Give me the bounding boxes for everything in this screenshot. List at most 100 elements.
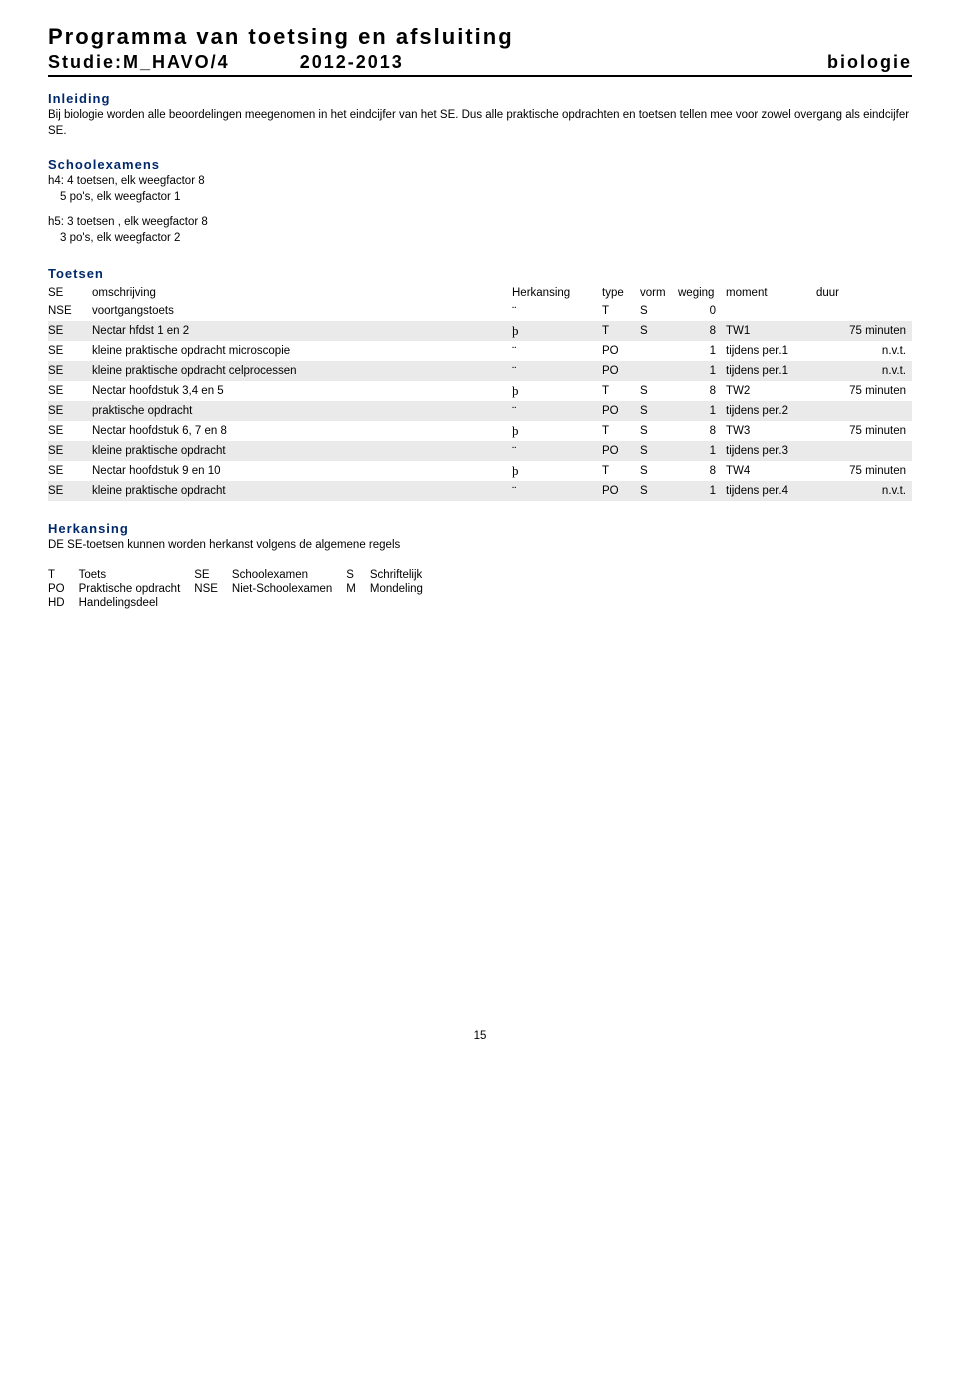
cell-se: SE bbox=[48, 461, 92, 481]
legend-cell: NSE bbox=[194, 582, 232, 596]
col-header-herk: Herkansing bbox=[512, 285, 602, 301]
col-header-weging: weging bbox=[678, 285, 726, 301]
table-row: SEpraktische opdracht¨POS1tijdens per.2 bbox=[48, 401, 912, 421]
page-number: 15 bbox=[48, 1030, 912, 1042]
cell-vorm: S bbox=[640, 481, 678, 501]
subtitle-row: Studie:M_HAVO/4 2012-2013 biologie bbox=[48, 52, 912, 77]
legend-table: TToetsSESchoolexamenSSchriftelijkPOPrakt… bbox=[48, 568, 437, 610]
cell-vorm: S bbox=[640, 461, 678, 481]
toetsen-table: SE omschrijving Herkansing type vorm weg… bbox=[48, 285, 912, 501]
cell-herk: ¨ bbox=[512, 341, 602, 361]
cell-vorm bbox=[640, 341, 678, 361]
cell-type: T bbox=[602, 301, 640, 321]
cell-desc: kleine praktische opdracht bbox=[92, 441, 512, 461]
legend-cell bbox=[232, 596, 346, 610]
cell-desc: Nectar hoofdstuk 3,4 en 5 bbox=[92, 381, 512, 401]
cell-duur: n.v.t. bbox=[816, 361, 912, 381]
table-row: SENectar hoofdstuk 6, 7 en 8þTS8TW375 mi… bbox=[48, 421, 912, 441]
cell-type: PO bbox=[602, 441, 640, 461]
legend-cell: Niet-Schoolexamen bbox=[232, 582, 346, 596]
toetsen-heading: Toetsen bbox=[48, 266, 912, 281]
cell-desc: praktische opdracht bbox=[92, 401, 512, 421]
cell-duur: 75 minuten bbox=[816, 461, 912, 481]
legend-cell: M bbox=[346, 582, 370, 596]
cell-moment: tijdens per.1 bbox=[726, 341, 816, 361]
cell-weging: 8 bbox=[678, 321, 726, 341]
legend-cell: T bbox=[48, 568, 79, 582]
cell-herk: ¨ bbox=[512, 481, 602, 501]
herkansing-heading: Herkansing bbox=[48, 521, 912, 536]
cell-moment: tijdens per.3 bbox=[726, 441, 816, 461]
col-header-vorm: vorm bbox=[640, 285, 678, 301]
schoolexamens-heading: Schoolexamens bbox=[48, 157, 912, 172]
cell-duur: n.v.t. bbox=[816, 481, 912, 501]
cell-moment bbox=[726, 301, 816, 321]
cell-desc: voortgangstoets bbox=[92, 301, 512, 321]
cell-duur bbox=[816, 401, 912, 421]
table-row: SENectar hoofdstuk 9 en 10þTS8TW475 minu… bbox=[48, 461, 912, 481]
cell-desc: kleine praktische opdracht bbox=[92, 481, 512, 501]
table-row: SEkleine praktische opdracht microscopie… bbox=[48, 341, 912, 361]
col-header-omschr: omschrijving bbox=[92, 285, 512, 301]
cell-se: SE bbox=[48, 321, 92, 341]
inleiding-heading: Inleiding bbox=[48, 91, 912, 106]
toetsen-header-row: SE omschrijving Herkansing type vorm weg… bbox=[48, 285, 912, 301]
legend-cell bbox=[370, 596, 437, 610]
cell-vorm: S bbox=[640, 421, 678, 441]
cell-se: NSE bbox=[48, 301, 92, 321]
cell-herk: þ bbox=[512, 421, 602, 441]
legend-row: TToetsSESchoolexamenSSchriftelijk bbox=[48, 568, 437, 582]
legend-cell: HD bbox=[48, 596, 79, 610]
legend-cell: Toets bbox=[79, 568, 195, 582]
legend-row: POPraktische opdrachtNSENiet-Schoolexame… bbox=[48, 582, 437, 596]
legend-cell bbox=[194, 596, 232, 610]
cell-duur bbox=[816, 301, 912, 321]
cell-herk: ¨ bbox=[512, 361, 602, 381]
year-label: 2012-2013 bbox=[300, 52, 404, 73]
cell-se: SE bbox=[48, 341, 92, 361]
cell-desc: kleine praktische opdracht celprocessen bbox=[92, 361, 512, 381]
col-header-duur: duur bbox=[816, 285, 912, 301]
main-title: Programma van toetsing en afsluiting bbox=[48, 24, 912, 50]
cell-vorm: S bbox=[640, 321, 678, 341]
schoolexamens-lines: h4: 4 toetsen, elk weegfactor 85 po's, e… bbox=[48, 174, 912, 246]
cell-moment: TW1 bbox=[726, 321, 816, 341]
col-header-type: type bbox=[602, 285, 640, 301]
legend-cell: Mondeling bbox=[370, 582, 437, 596]
cell-vorm bbox=[640, 361, 678, 381]
cell-moment: tijdens per.4 bbox=[726, 481, 816, 501]
legend-cell: Praktische opdracht bbox=[79, 582, 195, 596]
cell-se: SE bbox=[48, 361, 92, 381]
legend-cell: Handelingsdeel bbox=[79, 596, 195, 610]
cell-vorm: S bbox=[640, 441, 678, 461]
table-row: NSEvoortgangstoets¨TS0 bbox=[48, 301, 912, 321]
cell-weging: 8 bbox=[678, 381, 726, 401]
table-row: SEkleine praktische opdracht¨POS1tijdens… bbox=[48, 441, 912, 461]
cell-duur: 75 minuten bbox=[816, 421, 912, 441]
cell-weging: 1 bbox=[678, 481, 726, 501]
cell-duur: 75 minuten bbox=[816, 321, 912, 341]
cell-duur: n.v.t. bbox=[816, 341, 912, 361]
page: Programma van toetsing en afsluiting Stu… bbox=[0, 0, 960, 1090]
schoolexamens-line: 5 po's, elk weegfactor 1 bbox=[60, 190, 912, 206]
col-header-moment: moment bbox=[726, 285, 816, 301]
cell-type: T bbox=[602, 381, 640, 401]
cell-desc: Nectar hfdst 1 en 2 bbox=[92, 321, 512, 341]
cell-desc: Nectar hoofdstuk 9 en 10 bbox=[92, 461, 512, 481]
cell-se: SE bbox=[48, 421, 92, 441]
cell-herk: þ bbox=[512, 381, 602, 401]
schoolexamens-line: 3 po's, elk weegfactor 2 bbox=[60, 231, 912, 247]
col-header-se: SE bbox=[48, 285, 92, 301]
cell-duur: 75 minuten bbox=[816, 381, 912, 401]
cell-herk: þ bbox=[512, 321, 602, 341]
cell-desc: Nectar hoofdstuk 6, 7 en 8 bbox=[92, 421, 512, 441]
cell-type: PO bbox=[602, 341, 640, 361]
cell-moment: tijdens per.1 bbox=[726, 361, 816, 381]
cell-herk: ¨ bbox=[512, 301, 602, 321]
legend-cell bbox=[346, 596, 370, 610]
legend-cell: S bbox=[346, 568, 370, 582]
table-row: SEkleine praktische opdracht celprocesse… bbox=[48, 361, 912, 381]
cell-moment: tijdens per.2 bbox=[726, 401, 816, 421]
cell-type: T bbox=[602, 421, 640, 441]
cell-moment: TW2 bbox=[726, 381, 816, 401]
